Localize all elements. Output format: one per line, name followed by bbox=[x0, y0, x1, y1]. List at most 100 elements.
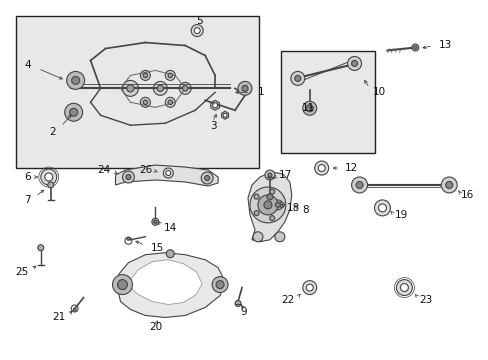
Bar bbox=[16, 15, 259, 168]
Circle shape bbox=[204, 176, 209, 180]
Circle shape bbox=[143, 100, 147, 104]
Text: 1: 1 bbox=[258, 87, 264, 97]
Circle shape bbox=[152, 219, 159, 225]
Circle shape bbox=[258, 195, 277, 215]
Circle shape bbox=[191, 24, 203, 37]
Circle shape bbox=[69, 108, 78, 116]
Text: 3: 3 bbox=[210, 121, 216, 131]
Circle shape bbox=[168, 73, 172, 78]
Circle shape bbox=[302, 101, 316, 115]
Circle shape bbox=[351, 177, 367, 193]
Circle shape bbox=[347, 57, 361, 71]
Text: 20: 20 bbox=[148, 323, 162, 332]
Circle shape bbox=[182, 86, 187, 91]
Text: 8: 8 bbox=[301, 205, 308, 215]
Circle shape bbox=[400, 284, 407, 292]
Text: 4: 4 bbox=[24, 60, 31, 71]
Circle shape bbox=[122, 80, 138, 96]
Circle shape bbox=[254, 194, 259, 199]
Circle shape bbox=[238, 81, 251, 95]
Circle shape bbox=[223, 113, 226, 117]
Circle shape bbox=[318, 165, 325, 171]
Circle shape bbox=[157, 85, 163, 91]
Circle shape bbox=[38, 245, 44, 251]
Circle shape bbox=[212, 103, 217, 108]
Circle shape bbox=[272, 200, 282, 210]
Text: 18: 18 bbox=[286, 203, 300, 213]
Circle shape bbox=[126, 85, 134, 92]
Circle shape bbox=[66, 71, 84, 89]
Circle shape bbox=[264, 201, 271, 209]
Circle shape bbox=[440, 177, 456, 193]
Polygon shape bbox=[247, 172, 291, 242]
Circle shape bbox=[266, 194, 272, 200]
Text: 17: 17 bbox=[278, 170, 291, 180]
Text: 9: 9 bbox=[240, 307, 246, 318]
Circle shape bbox=[242, 85, 247, 91]
Text: 14: 14 bbox=[163, 223, 176, 233]
Circle shape bbox=[355, 181, 362, 189]
Circle shape bbox=[264, 170, 274, 180]
Circle shape bbox=[305, 105, 313, 112]
Polygon shape bbox=[221, 111, 228, 119]
Circle shape bbox=[279, 202, 284, 207]
Text: 10: 10 bbox=[372, 87, 385, 97]
Text: 7: 7 bbox=[24, 195, 31, 205]
Circle shape bbox=[212, 276, 227, 293]
Circle shape bbox=[302, 280, 316, 294]
Circle shape bbox=[126, 175, 131, 180]
Circle shape bbox=[267, 173, 271, 177]
Circle shape bbox=[163, 168, 173, 178]
Text: 12: 12 bbox=[344, 163, 357, 173]
Text: 13: 13 bbox=[438, 40, 451, 50]
Text: 24: 24 bbox=[97, 165, 110, 175]
Circle shape bbox=[235, 301, 241, 306]
Circle shape bbox=[275, 202, 280, 207]
Circle shape bbox=[274, 232, 285, 242]
Circle shape bbox=[168, 100, 172, 104]
Circle shape bbox=[445, 181, 452, 189]
Text: 19: 19 bbox=[394, 210, 407, 220]
Circle shape bbox=[153, 81, 167, 95]
Text: 25: 25 bbox=[16, 267, 29, 276]
Circle shape bbox=[165, 171, 170, 176]
Circle shape bbox=[269, 189, 274, 194]
Circle shape bbox=[122, 171, 134, 183]
Circle shape bbox=[48, 182, 54, 188]
Text: 2: 2 bbox=[49, 127, 56, 137]
Text: 6: 6 bbox=[24, 172, 31, 182]
Polygon shape bbox=[130, 260, 202, 305]
Circle shape bbox=[140, 97, 150, 107]
Bar bbox=[280, 51, 375, 153]
Circle shape bbox=[305, 284, 313, 291]
Circle shape bbox=[165, 71, 175, 80]
Polygon shape bbox=[210, 100, 219, 110]
Text: 22: 22 bbox=[281, 294, 294, 305]
Circle shape bbox=[252, 232, 263, 242]
Circle shape bbox=[165, 97, 175, 107]
Circle shape bbox=[201, 172, 213, 184]
Circle shape bbox=[166, 250, 174, 258]
Polygon shape bbox=[115, 165, 218, 186]
Circle shape bbox=[72, 76, 80, 84]
Polygon shape bbox=[117, 253, 224, 318]
Circle shape bbox=[378, 204, 386, 212]
Circle shape bbox=[249, 187, 285, 223]
Circle shape bbox=[351, 60, 357, 67]
Circle shape bbox=[374, 200, 389, 216]
Circle shape bbox=[73, 308, 76, 311]
Circle shape bbox=[45, 173, 53, 181]
Text: 23: 23 bbox=[419, 294, 432, 305]
Text: 11: 11 bbox=[301, 103, 314, 113]
Circle shape bbox=[154, 220, 157, 223]
Text: 5: 5 bbox=[196, 15, 202, 26]
Text: 26: 26 bbox=[139, 165, 152, 175]
Circle shape bbox=[314, 161, 328, 175]
Circle shape bbox=[411, 44, 418, 51]
Circle shape bbox=[413, 46, 416, 49]
Circle shape bbox=[294, 75, 300, 81]
Circle shape bbox=[64, 103, 82, 121]
Circle shape bbox=[290, 71, 304, 85]
Circle shape bbox=[112, 275, 132, 294]
Circle shape bbox=[140, 71, 150, 80]
